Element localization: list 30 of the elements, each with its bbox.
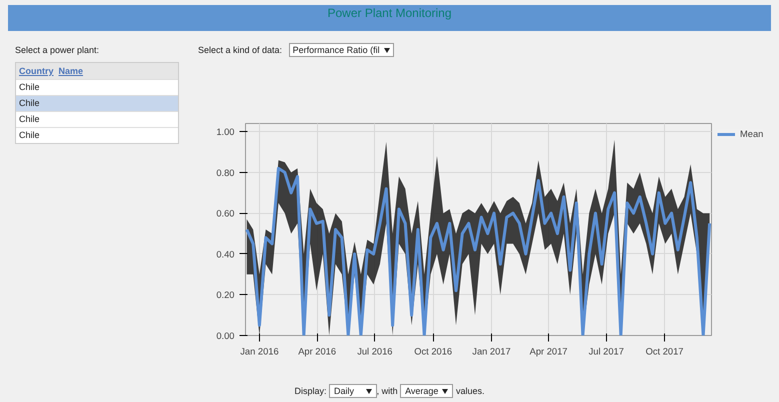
text: Average (400, 384, 454, 398)
x-tick-label: Jan 2017 (472, 346, 511, 356)
chart-title: Power Plant Monitoring (8, 5, 771, 31)
text: Select a power plant: (15, 45, 100, 55)
x-tick-label: Oct 2017 (646, 346, 684, 356)
text: Chile (16, 111, 178, 127)
text: values. (456, 386, 484, 396)
text: Chile (16, 95, 178, 111)
text: Chile (16, 127, 178, 143)
text: Display: (294, 386, 327, 396)
x-tick-label: Jul 2017 (588, 346, 624, 356)
y-tick-label: 0.00 (216, 331, 234, 341)
y-tick-label: 0.20 (216, 290, 234, 300)
y-tick-label: 0.40 (216, 249, 234, 260)
y-tick-label: 0.60 (216, 208, 234, 219)
x-tick-label: Jul 2016 (357, 346, 392, 356)
x-tick-label: Apr 2017 (530, 346, 568, 356)
text: Chile (16, 79, 178, 95)
text: Name (58, 66, 84, 76)
legend-label: Mean (740, 129, 764, 139)
text: Select a kind of data: (198, 45, 282, 55)
x-tick-label: Apr 2016 (298, 346, 336, 356)
x-tick-label: Jan 2016 (240, 346, 279, 356)
text: Performance Ratio (fil (288, 43, 394, 57)
y-tick-label: 0.80 (216, 168, 234, 178)
text: Country (19, 66, 54, 76)
text: Daily (329, 384, 377, 398)
text: , with (376, 386, 398, 396)
x-tick-label: Oct 2016 (414, 346, 452, 356)
y-tick-label: 1.00 (216, 127, 234, 138)
